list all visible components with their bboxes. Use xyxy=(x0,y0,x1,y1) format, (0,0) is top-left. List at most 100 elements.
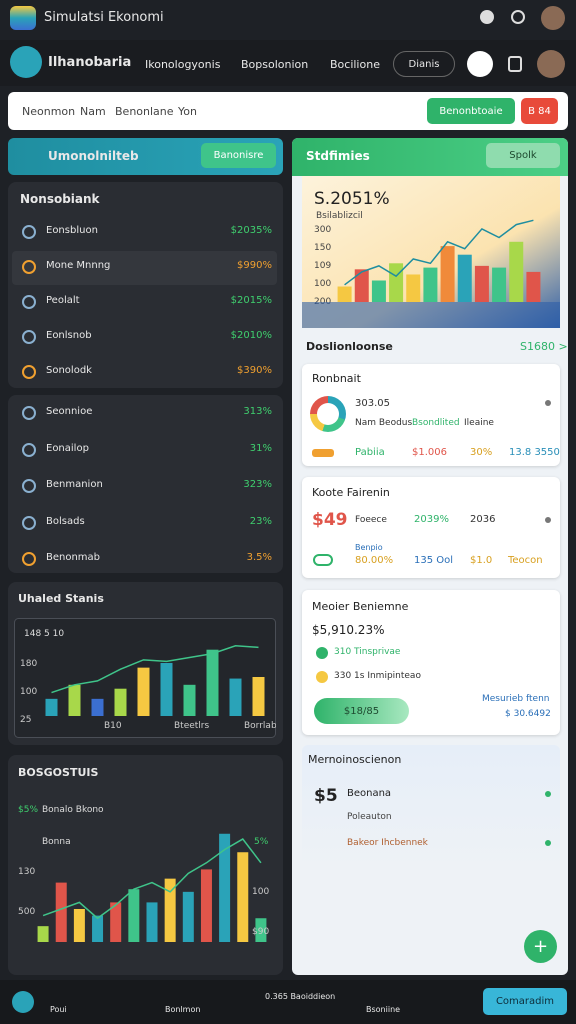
row-value: $390% xyxy=(237,365,272,376)
card-item: Nam Beodus xyxy=(355,418,413,428)
bar xyxy=(440,246,455,302)
axis-label: 25 xyxy=(20,715,31,725)
chart: 148 5 10 180 100 25 B10 Bteetlrs Borrlab xyxy=(14,618,276,738)
nav-link[interactable]: Bocilione xyxy=(330,58,380,71)
filter[interactable]: Benonlane xyxy=(115,105,174,118)
card-footer: 13.8 3550 xyxy=(509,447,560,458)
x-label: Bteetlrs xyxy=(174,721,210,731)
row-label[interactable]: Sonolodk xyxy=(46,365,92,376)
row-highlight xyxy=(12,251,277,285)
dot xyxy=(545,400,551,406)
row-value: 31% xyxy=(249,442,272,454)
hero-subtitle: Bsilablizcil xyxy=(316,211,363,221)
bookmark-icon[interactable] xyxy=(508,56,522,72)
axis-label: $90 xyxy=(252,927,269,937)
row-icon xyxy=(22,295,36,309)
row-label[interactable]: Mone Mnnng xyxy=(46,260,111,271)
row-label[interactable]: Eonsbluon xyxy=(46,225,98,236)
axis-label: 100 xyxy=(252,887,269,897)
tag xyxy=(312,449,334,457)
bar xyxy=(200,869,212,942)
bar xyxy=(526,271,541,302)
bar xyxy=(206,649,219,716)
card-note: $ 30.6492 xyxy=(505,709,551,719)
row-value: 23% xyxy=(249,515,272,527)
card-footer: 135 Ool xyxy=(414,555,454,566)
bar xyxy=(492,267,507,302)
avatar[interactable] xyxy=(537,50,565,78)
nav-link[interactable]: Bopsolonion xyxy=(241,58,309,71)
hero-value: S.2051% xyxy=(314,189,390,209)
bar xyxy=(252,677,265,716)
avatar[interactable] xyxy=(541,6,565,30)
row-value: $2010% xyxy=(230,330,272,341)
bar xyxy=(406,274,421,302)
toggle[interactable] xyxy=(313,554,333,566)
nav-link[interactable]: Ikonologyonis xyxy=(145,58,221,71)
bar xyxy=(457,254,472,302)
row-label[interactable]: Bolsads xyxy=(46,515,85,527)
card-footer: Benpio xyxy=(355,543,383,552)
settings-icon[interactable] xyxy=(480,10,494,24)
hero-baseline xyxy=(302,302,560,328)
bar xyxy=(45,698,58,716)
nav-button[interactable]: Dianis xyxy=(393,51,455,77)
card-footer: 80.00% xyxy=(355,555,394,566)
bottom-nav-item[interactable]: Bsoniine xyxy=(366,1005,401,1014)
card-title: Ronbnait xyxy=(312,372,361,385)
row-icon xyxy=(22,260,36,274)
row-icon xyxy=(22,225,36,239)
card-footer: $1.006 xyxy=(412,447,447,458)
row-label[interactable]: Eonlsnob xyxy=(46,330,92,341)
cta-button[interactable]: Comaradim xyxy=(483,988,567,1015)
filter[interactable]: Nam xyxy=(80,105,106,118)
bottom-nav-item[interactable]: Bonlmon xyxy=(165,1005,201,1014)
bar xyxy=(183,684,196,716)
card-value: $49 xyxy=(312,510,348,530)
bar xyxy=(92,915,104,942)
header-button[interactable]: Banonisre xyxy=(201,143,276,168)
primary-button[interactable]: Benonbtoaie xyxy=(427,98,515,124)
home-icon[interactable] xyxy=(12,991,34,1013)
row-label[interactable]: Benonmab xyxy=(46,552,101,563)
card-title: Nonsobiank xyxy=(20,192,100,206)
row-icon xyxy=(22,479,36,493)
filter[interactable]: Neonmon xyxy=(22,105,76,118)
bar xyxy=(229,678,242,716)
axis-label: 300 xyxy=(314,225,331,235)
bottom-nav-item[interactable]: 0.365 Baoiddieon xyxy=(265,992,336,1001)
donut xyxy=(310,396,346,432)
bullet xyxy=(316,647,328,659)
section-link[interactable]: S1680 > xyxy=(520,340,568,353)
card-value: $5 xyxy=(314,786,338,806)
card-item: Foeece xyxy=(355,515,387,525)
dot xyxy=(545,840,551,846)
row-icon xyxy=(22,330,36,344)
secondary-button[interactable]: B 84 xyxy=(521,98,558,124)
bottom-nav xyxy=(0,980,576,1024)
card-item: 2039% xyxy=(414,514,449,525)
row-label[interactable]: Eonailop xyxy=(46,442,89,454)
help-icon[interactable] xyxy=(511,10,525,24)
header-button[interactable]: Spolk xyxy=(486,143,560,168)
bottom-nav-item[interactable]: Poui xyxy=(50,1005,67,1014)
bar xyxy=(37,926,49,942)
fab[interactable]: + xyxy=(524,930,557,963)
row-label[interactable]: Seonnioe xyxy=(46,406,93,417)
bar xyxy=(255,918,267,942)
pill-button[interactable]: $18/85 xyxy=(314,698,409,724)
card-item: Beonana xyxy=(347,788,392,799)
bar xyxy=(389,263,404,302)
row-icon xyxy=(22,365,36,379)
close-icon[interactable] xyxy=(467,51,493,77)
list-card xyxy=(8,395,283,573)
bar xyxy=(110,902,122,942)
bar xyxy=(237,852,249,942)
card-title: BOSGOSTUIS xyxy=(18,766,99,779)
axis-label: 100 xyxy=(314,279,331,289)
row-label[interactable]: Benmanion xyxy=(46,479,103,490)
row-label[interactable]: Peolalt xyxy=(46,295,80,306)
card-item: 330 1s Inmipinteao xyxy=(334,671,421,681)
bar xyxy=(146,902,158,942)
filter[interactable]: Yon xyxy=(178,105,197,118)
